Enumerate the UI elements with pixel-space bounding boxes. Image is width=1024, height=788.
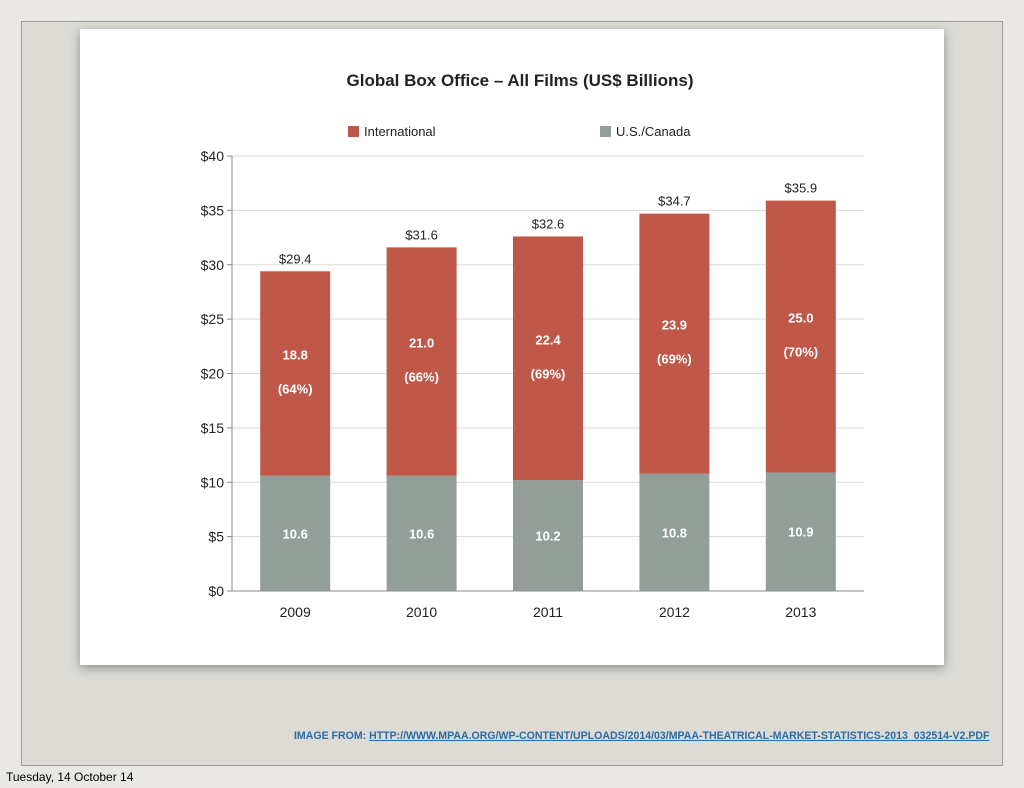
source-link[interactable]: HTTP://WWW.MPAA.ORG/WP-CONTENT/UPLOADS/2…	[369, 730, 990, 742]
x-tick-label: 2013	[785, 604, 816, 620]
y-tick-label: $30	[201, 257, 225, 273]
y-tick-label: $5	[208, 529, 224, 545]
legend-label: International	[364, 124, 436, 139]
chart-card: Global Box Office – All Films (US$ Billi…	[80, 29, 944, 665]
y-tick-label: $20	[201, 366, 225, 382]
slide-date: Tuesday, 14 October 14	[6, 770, 134, 784]
chart-title: Global Box Office – All Films (US$ Billi…	[347, 71, 694, 90]
caption-prefix: IMAGE FROM:	[294, 730, 370, 742]
data-label-international: 25.0	[788, 311, 813, 326]
data-label-us-canada: 10.6	[283, 526, 308, 541]
legend-swatch	[600, 126, 611, 137]
y-tick-label: $10	[201, 474, 225, 490]
data-label-international-share: (70%)	[783, 345, 818, 360]
bar-segment-international	[639, 213, 710, 474]
x-tick-label: 2010	[406, 604, 437, 620]
legend-label: U.S./Canada	[616, 124, 691, 139]
bar-segment-international	[765, 200, 836, 473]
data-label-us-canada: 10.8	[662, 525, 687, 540]
bar-segment-international	[513, 236, 583, 481]
data-label-international-share: (66%)	[404, 370, 439, 385]
y-tick-label: $25	[201, 311, 225, 327]
legend-swatch	[348, 126, 359, 137]
y-axis: $0 $5 $10 $15 $20 $25 $30 $35 $40	[201, 148, 233, 599]
bar-segment-international	[260, 271, 331, 476]
bar-segment-us-canada	[639, 473, 710, 591]
x-tick-label: 2011	[533, 604, 563, 620]
data-label-us-canada: 10.9	[788, 525, 813, 540]
data-label-total: $35.9	[785, 181, 818, 196]
bar-segment-us-canada	[513, 480, 583, 591]
chart-legend: International U.S./Canada	[348, 124, 691, 139]
data-label-international: 22.4	[535, 332, 561, 347]
data-label-international-share: (69%)	[531, 366, 566, 381]
y-tick-label: $15	[201, 420, 225, 436]
y-tick-label: $0	[208, 583, 224, 599]
data-label-total: $29.4	[279, 251, 312, 266]
data-label-total: $31.6	[405, 227, 438, 242]
stacked-bar-chart: Global Box Office – All Films (US$ Billi…	[201, 71, 864, 620]
bar-segment-us-canada	[386, 475, 457, 591]
x-tick-label: 2012	[659, 604, 690, 620]
data-label-international: 23.9	[662, 318, 687, 333]
data-label-us-canada: 10.2	[535, 529, 560, 544]
y-tick-label: $40	[201, 148, 225, 164]
data-label-international: 18.8	[283, 348, 308, 363]
x-axis: 2009 2010 2011 2012 2013	[280, 604, 817, 620]
data-label-total: $32.6	[532, 216, 565, 231]
data-label-international-share: (64%)	[278, 382, 313, 397]
data-label-us-canada: 10.6	[409, 526, 434, 541]
data-label-total: $34.7	[658, 194, 691, 209]
bar-segment-us-canada	[260, 475, 331, 591]
source-caption: IMAGE FROM: HTTP://WWW.MPAA.ORG/WP-CONTE…	[294, 730, 989, 742]
x-tick-label: 2009	[280, 604, 311, 620]
bar-segment-us-canada	[765, 472, 836, 591]
data-label-international: 21.0	[409, 336, 434, 351]
data-label-international-share: (69%)	[657, 352, 692, 367]
bars: 10.6 18.8 (64%) $29.4 10.6 21.0 (66%) $31.6 10.2…	[260, 181, 836, 591]
bar-segment-international	[386, 247, 457, 476]
y-tick-label: $35	[201, 202, 225, 218]
